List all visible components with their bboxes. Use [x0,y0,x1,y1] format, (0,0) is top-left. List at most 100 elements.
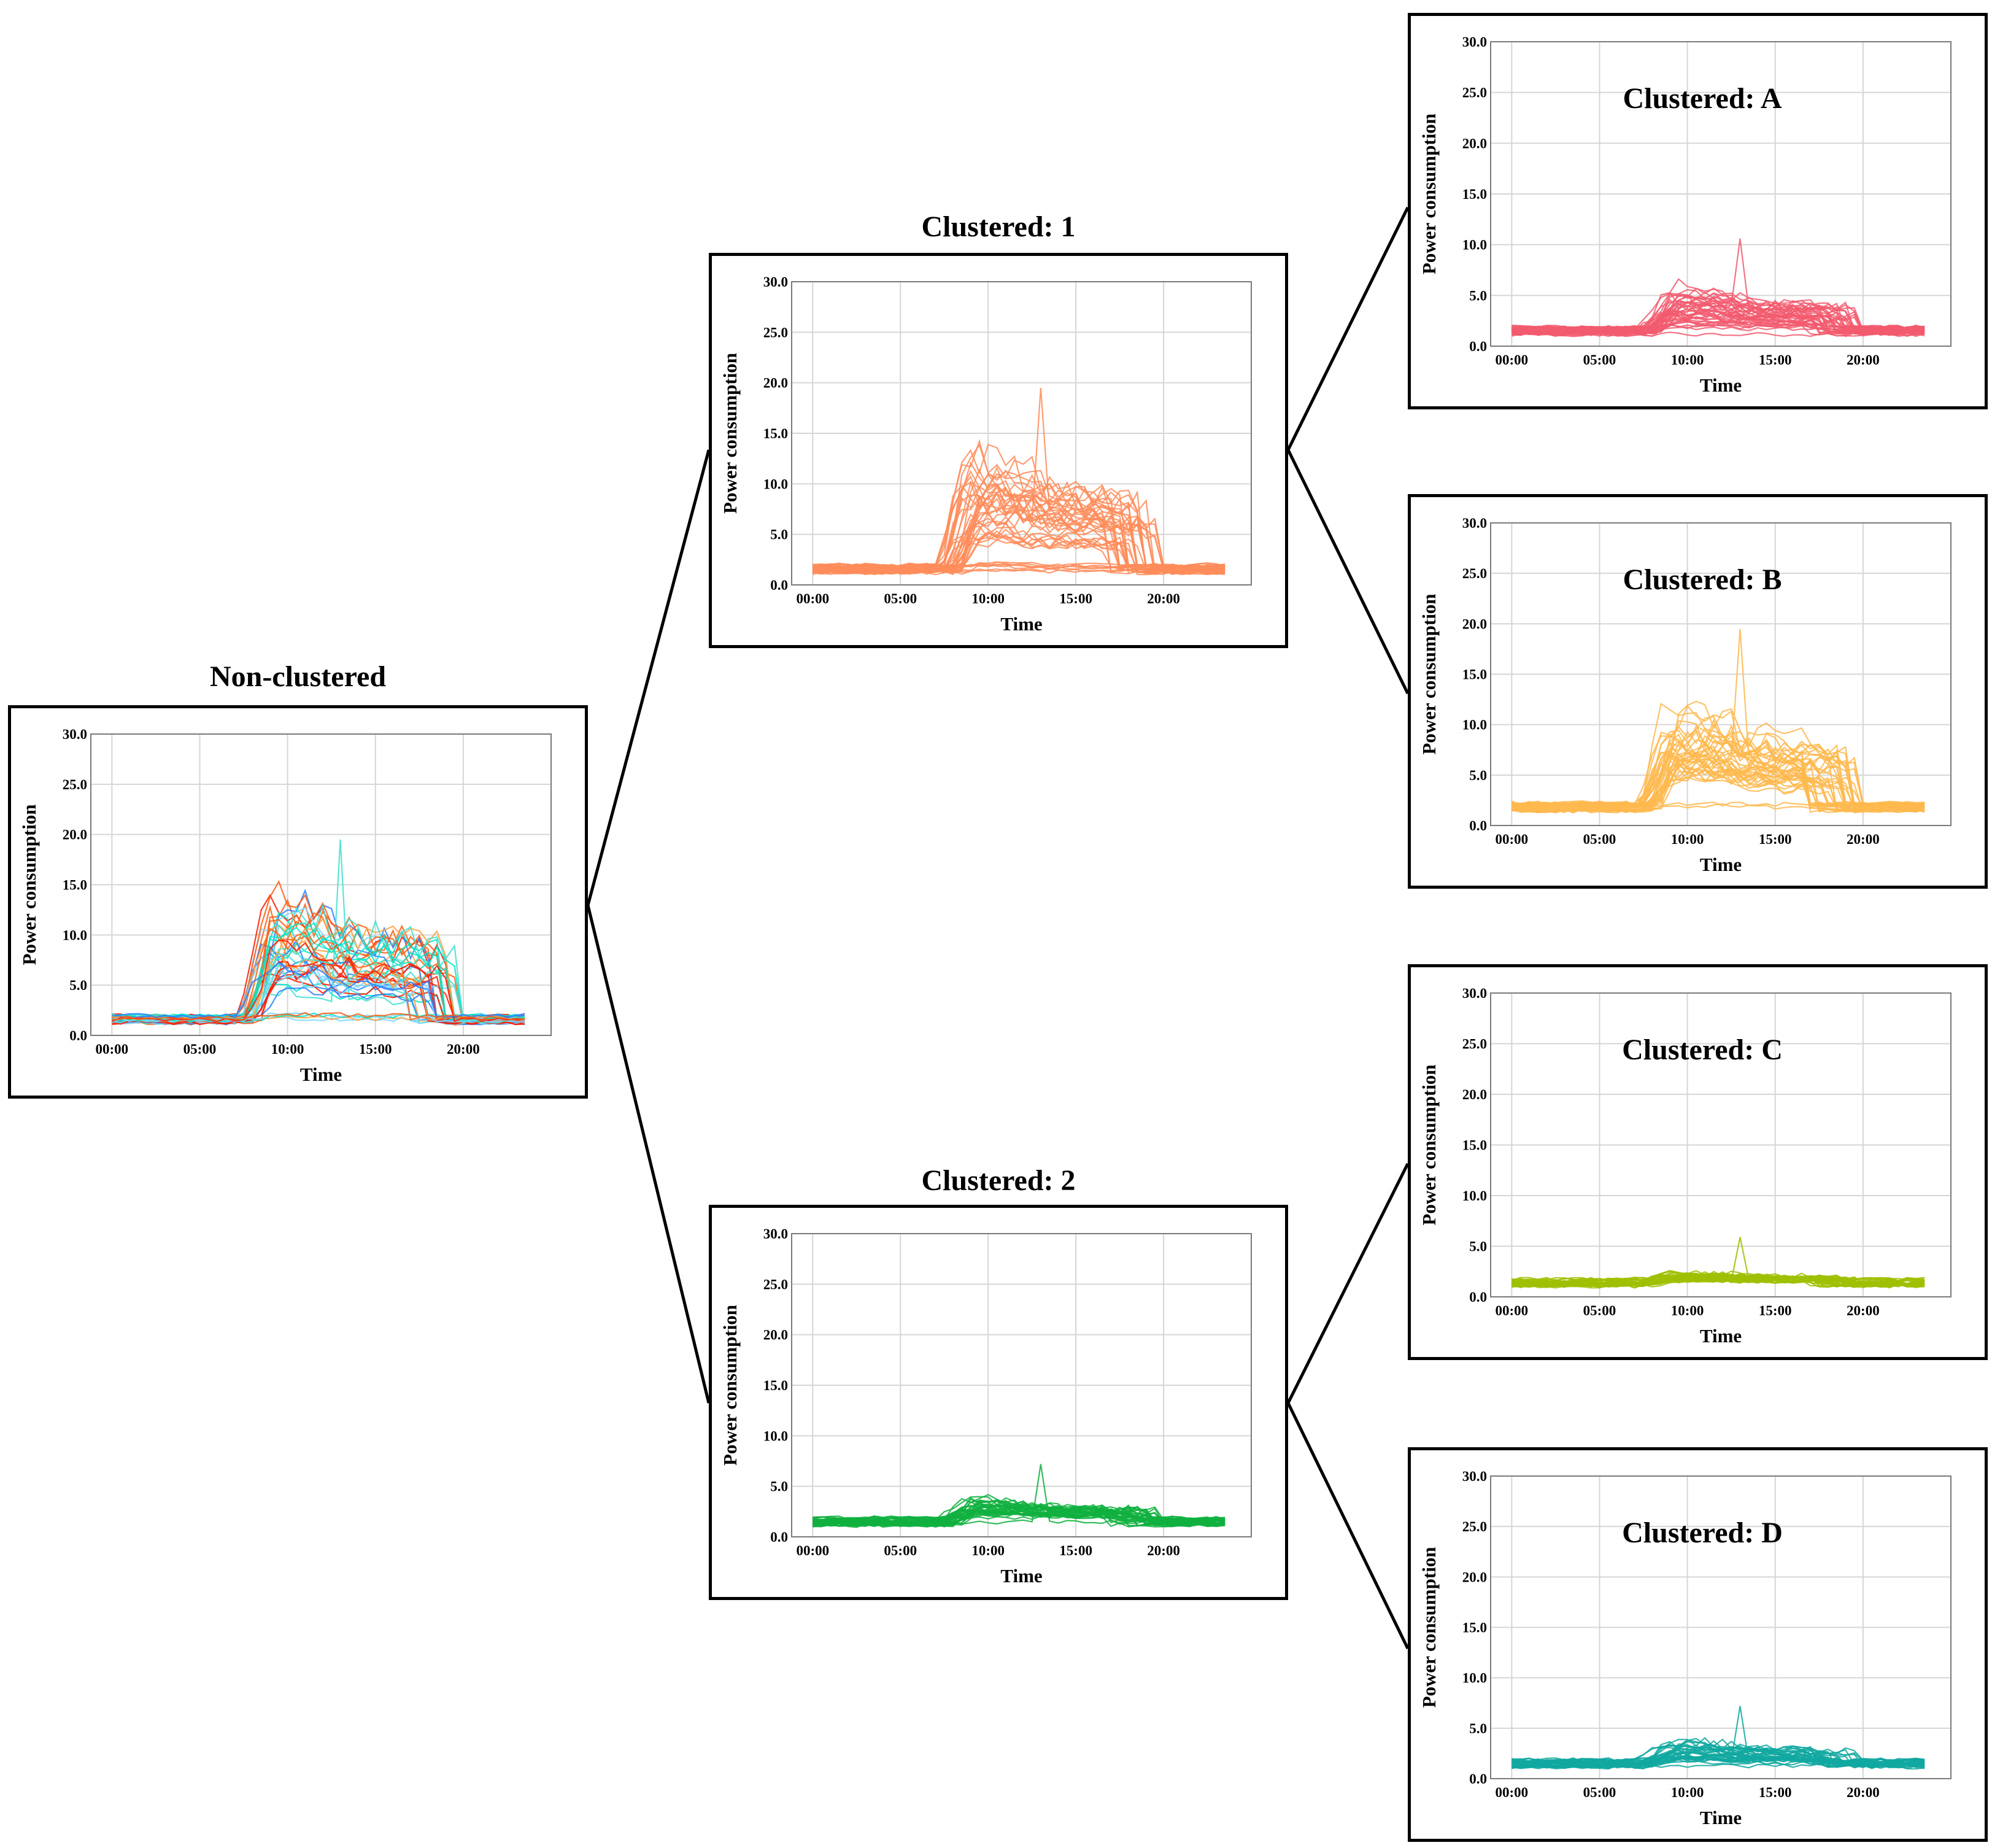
gridlines [91,734,551,1035]
series-line [813,1502,1226,1525]
x-tick-label: 05:00 [183,1042,217,1057]
x-tick-label: 00:00 [796,591,829,606]
series-line [813,509,1226,568]
y-tick-label: 5.0 [1469,1239,1487,1255]
gridlines [1491,993,1951,1297]
x-axis-label: Time [1700,854,1742,875]
x-tick-label: 10:00 [1671,1303,1704,1318]
y-tick-label: 20.0 [1462,1569,1487,1585]
y-tick-label: 0.0 [1469,818,1487,833]
x-tick-label: 10:00 [971,591,1005,606]
series-line [1511,748,1925,813]
y-tick-label: 30.0 [63,727,87,742]
plot-frame [90,733,552,1036]
y-tick-label: 15.0 [1462,1620,1487,1636]
series-line [812,1507,1226,1528]
y-axis-label: Power consumption [1418,1064,1440,1225]
y-tick-label: 15.0 [763,1378,788,1393]
series-lines [1511,238,1925,338]
y-tick-label: 10.0 [763,1428,788,1444]
y-tick-label: 30.0 [1462,986,1487,1001]
x-tick-label: 20:00 [1147,591,1180,606]
x-tick-label: 10:00 [1671,832,1704,847]
series-line [1511,1739,1925,1762]
y-tick-label: 10.0 [1462,1671,1487,1686]
y-tick-label: 25.0 [763,1277,788,1292]
series-lines [1511,628,1925,814]
series-line [1511,727,1925,807]
series-line [112,961,525,1019]
y-axis-label: Power consumption [719,353,741,514]
chart-svg-cB: 0.0 5.0 10.0 15.0 20.0 25.0 30.0 00:00 05:00 10:0… [1418,516,1951,875]
x-tick-label: 05:00 [1583,1303,1616,1318]
y-tick-label: 5.0 [69,978,87,993]
series-line [1511,297,1925,331]
plot-frame [1490,41,1951,347]
x-tick-label: 00:00 [1496,1303,1529,1318]
chart-panel-clustered-2: 0.0 5.0 10.0 15.0 20.0 25.0 30.0 00:00 05:00 10:0… [709,1205,1288,1600]
x-axis-label: Time [1700,374,1742,396]
chart-panel-clustered-d: 0.0 5.0 10.0 15.0 20.0 25.0 30.0 00:00 05:00 10:0… [1408,1447,1988,1842]
series-line [812,487,1226,574]
series-line [112,1012,525,1021]
series-lines [111,839,525,1026]
y-tick-label: 15.0 [1462,667,1487,682]
x-tick-label: 00:00 [1496,1785,1529,1800]
x-axis-label: Time [1700,1807,1742,1828]
x-tick-label: 05:00 [1583,352,1616,368]
y-tick-label: 30.0 [1462,516,1487,531]
gridlines [1491,523,1951,825]
x-tick-label: 05:00 [884,1543,917,1558]
series-line [813,461,1226,573]
y-tick-label: 0.0 [770,1529,788,1545]
y-tick-label: 10.0 [63,927,87,943]
y-tick-label: 10.0 [1462,238,1487,253]
x-tick-label: 00:00 [1496,352,1529,368]
connector-c1-cA [1286,206,1410,451]
y-tick-label: 5.0 [1469,768,1487,783]
x-tick-label: 20:00 [1847,1303,1880,1318]
series-line [813,1498,1226,1523]
y-axis-label: Power consumption [1418,1547,1440,1707]
y-tick-label: 5.0 [1469,288,1487,303]
series-lines [812,1464,1226,1528]
x-tick-label: 15:00 [1759,832,1792,847]
series-line [1511,1750,1925,1765]
plot-frame [1490,1475,1951,1779]
y-tick-label: 15.0 [1462,1138,1487,1153]
connector-c2-cD [1286,1402,1410,1650]
y-tick-label: 25.0 [63,777,87,792]
y-axis-label: Power consumption [719,1305,741,1466]
y-tick-label: 30.0 [1462,34,1487,50]
series-line [111,939,525,1023]
y-tick-label: 30.0 [763,274,788,290]
x-tick-label: 20:00 [1847,832,1880,847]
y-tick-label: 10.0 [1462,717,1487,733]
x-axis-label: Time [300,1064,342,1085]
y-tick-label: 10.0 [763,476,788,492]
series-line [1511,320,1925,331]
plot-frame [1490,522,1951,826]
y-tick-label: 0.0 [69,1028,87,1043]
chart-title: Clustered: D [1622,1517,1783,1549]
series-line [112,961,525,1026]
x-tick-label: 15:00 [1059,1543,1092,1558]
y-tick-label: 15.0 [1462,187,1487,202]
series-line [1511,288,1925,335]
x-tick-label: 20:00 [447,1042,480,1057]
chart-svg-cC: 0.0 5.0 10.0 15.0 20.0 25.0 30.0 00:00 05:00 10:0… [1418,986,1951,1347]
x-tick-label: 15:00 [1759,352,1792,368]
chart-svg-root: 0.0 5.0 10.0 15.0 20.0 25.0 30.0 00:00 05:00 10:0… [18,727,552,1085]
x-axis-label: Time [1000,613,1042,635]
y-tick-label: 0.0 [1469,1289,1487,1305]
panel-title-clustered-2: Clustered: 2 [921,1164,1076,1197]
y-tick-label: 20.0 [1462,1087,1487,1102]
series-line [1511,1275,1925,1285]
series-line [1511,1744,1925,1768]
series-line [1511,1278,1925,1288]
y-tick-label: 25.0 [763,325,788,340]
x-tick-label: 20:00 [1147,1543,1180,1558]
plot-frame [791,281,1252,586]
chart-title: Clustered: C [1622,1034,1783,1066]
y-tick-label: 0.0 [1469,339,1487,354]
